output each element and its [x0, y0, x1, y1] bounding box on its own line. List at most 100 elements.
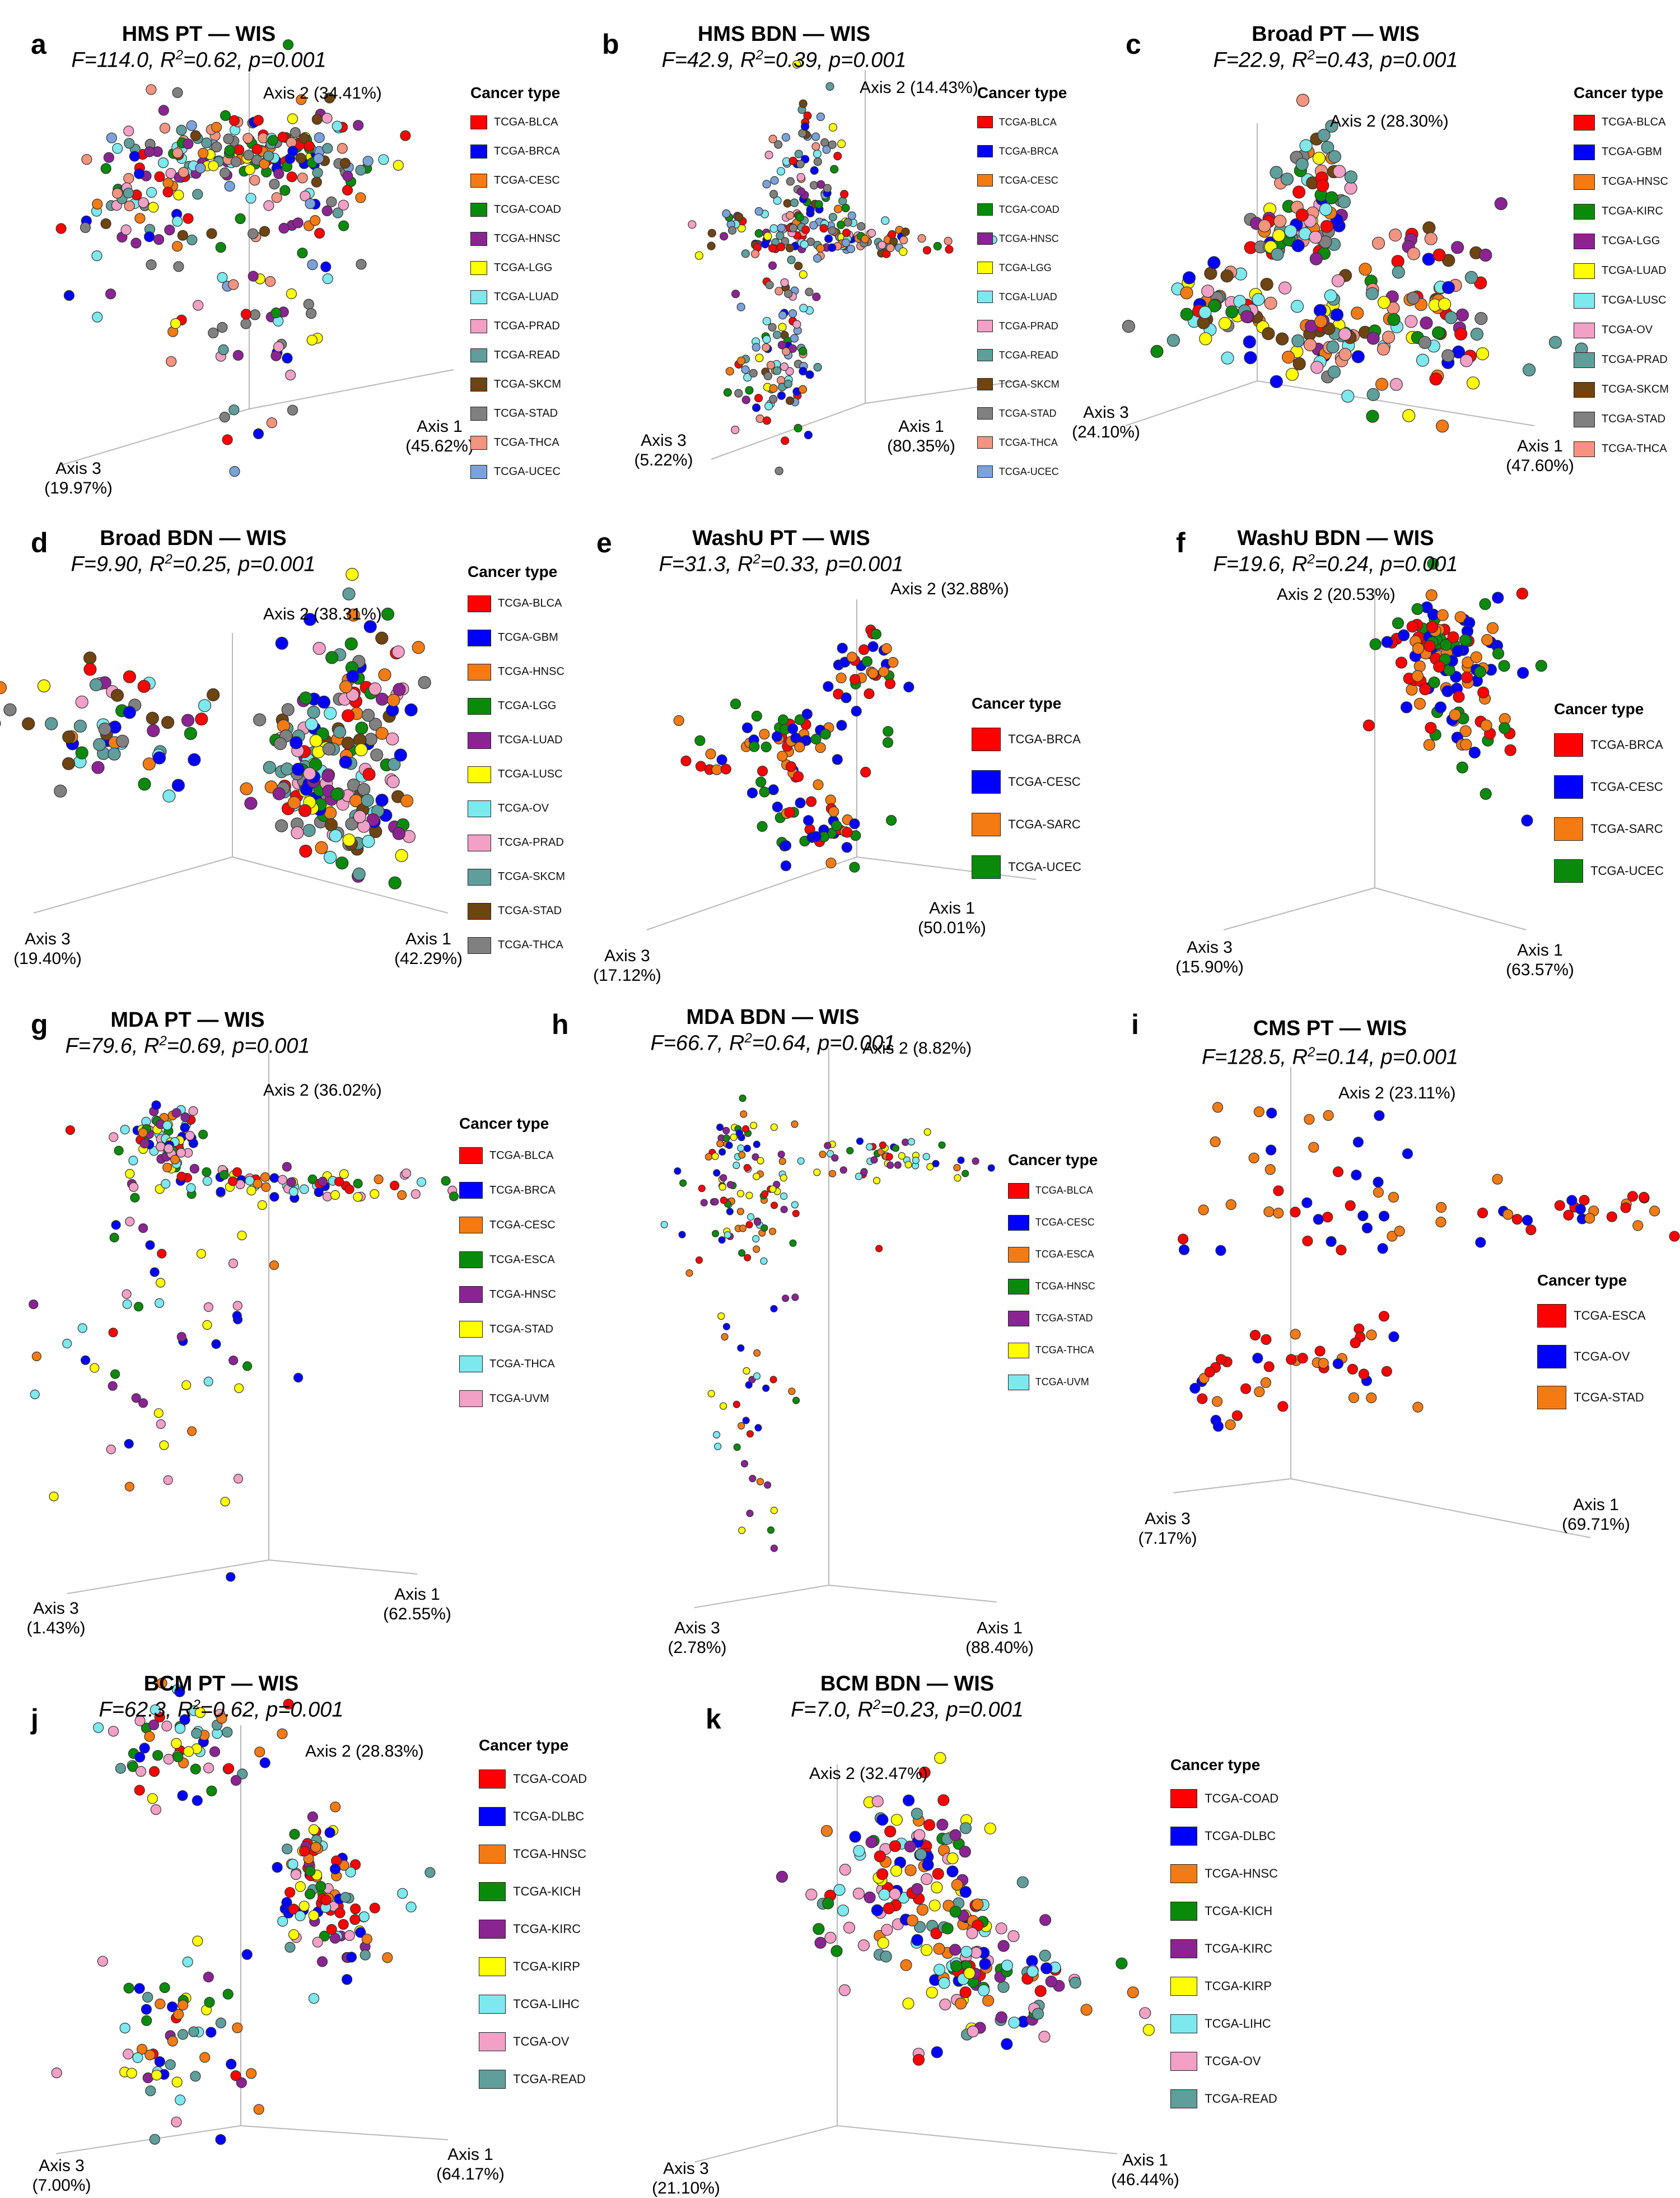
data-point	[1469, 747, 1480, 758]
data-point	[1333, 165, 1346, 178]
data-point	[1388, 313, 1400, 325]
data-point	[1273, 1208, 1284, 1218]
data-point	[160, 1983, 170, 1993]
data-point	[752, 250, 759, 258]
data-point	[321, 1895, 331, 1905]
data-point	[1273, 1186, 1284, 1196]
data-point	[1427, 622, 1438, 633]
data-point	[1244, 352, 1257, 364]
data-point	[160, 1441, 169, 1450]
legend-item: TCGA-BRCA	[1554, 724, 1664, 766]
data-point	[1001, 2038, 1012, 2050]
data-point	[1210, 1137, 1220, 1147]
data-point	[1505, 744, 1516, 756]
stat-r2-p: =0.62, p=0.001	[200, 1698, 344, 1722]
data-point	[1362, 1223, 1372, 1233]
data-point	[212, 1340, 221, 1349]
data-point	[945, 245, 953, 253]
axis1-label-pct: (69.71%)	[1546, 1515, 1646, 1535]
stat-r2-p: =0.24, p=0.001	[1315, 553, 1458, 576]
data-point	[212, 142, 222, 152]
data-point	[174, 190, 184, 200]
data-point	[307, 260, 318, 270]
data-point	[1342, 390, 1354, 402]
legend-item: TCGA-LGG	[470, 253, 561, 282]
legend-item: TCGA-CESC	[972, 761, 1081, 803]
data-point	[719, 1184, 726, 1190]
data-point	[769, 395, 777, 403]
legend-item: TCGA-BLCA	[459, 1138, 556, 1173]
data-point	[978, 1985, 990, 1996]
data-point	[1621, 1203, 1631, 1213]
data-point	[731, 699, 741, 709]
data-point	[1403, 409, 1415, 422]
data-point	[777, 243, 785, 251]
data-point	[749, 1475, 756, 1482]
data-point	[834, 1884, 845, 1896]
data-point	[777, 167, 785, 175]
data-point	[850, 674, 860, 684]
legend-item: TCGA-THCA	[1574, 434, 1669, 464]
data-point	[323, 143, 333, 153]
axis2-label-g: Axis 2 (36.02%)	[263, 1081, 382, 1101]
data-point	[322, 113, 332, 123]
data-point	[917, 1904, 928, 1915]
points-e	[674, 625, 914, 873]
data-point	[770, 225, 778, 232]
data-point	[1373, 237, 1385, 249]
data-point	[253, 1179, 262, 1188]
data-point	[146, 2086, 156, 2096]
data-point	[758, 766, 768, 776]
axis3-label-pct: (19.97%)	[28, 479, 129, 499]
legend-label: TCGA-PRAD	[1602, 353, 1668, 366]
data-point	[1033, 2008, 1044, 2019]
data-point	[133, 2053, 143, 2063]
data-point	[929, 1900, 940, 1911]
data-point	[781, 1206, 787, 1213]
data-point	[353, 811, 366, 823]
legend-label: TCGA-UCEC	[1590, 864, 1664, 878]
data-point	[288, 405, 298, 415]
panel-letter-h: h	[552, 1008, 569, 1041]
data-point	[1285, 225, 1297, 238]
data-point	[793, 320, 801, 328]
axis1-label-pct: (62.55%)	[367, 1605, 468, 1624]
data-point	[1495, 198, 1507, 210]
data-point	[743, 1125, 749, 1132]
data-point	[757, 1478, 764, 1485]
data-point	[52, 2068, 62, 2078]
data-point	[97, 1956, 108, 1966]
data-point	[795, 798, 805, 808]
legend-label: TCGA-HNSC	[1602, 175, 1668, 188]
data-point	[393, 160, 403, 170]
panel-title-f: WashU BDN — WIS	[1168, 527, 1504, 551]
legend-label: TCGA-HNSC	[494, 232, 561, 245]
axis-line-3	[1224, 888, 1375, 930]
data-point	[291, 827, 304, 839]
data-point	[106, 1445, 115, 1454]
data-point	[265, 277, 276, 287]
legend-swatch	[1170, 1789, 1197, 1808]
legend-item: TCGA-HNSC	[1574, 167, 1669, 197]
data-point	[871, 1157, 878, 1163]
data-point	[790, 224, 797, 232]
data-point	[834, 205, 842, 213]
data-point	[829, 1170, 836, 1177]
data-point	[731, 426, 739, 434]
data-point	[1389, 229, 1402, 241]
data-point	[1435, 702, 1446, 713]
legend-item: TCGA-CESC	[459, 1208, 556, 1242]
legend-item: TCGA-LUSC	[1574, 286, 1669, 315]
data-point	[861, 1168, 867, 1175]
data-point	[356, 165, 366, 175]
data-point	[99, 723, 111, 735]
data-point	[876, 1245, 883, 1252]
data-point	[762, 343, 770, 351]
data-point	[141, 2004, 151, 2014]
data-point	[153, 1750, 163, 1761]
legend-swatch	[1008, 1311, 1029, 1326]
data-point	[790, 1240, 796, 1246]
data-point	[705, 1153, 712, 1160]
data-point	[916, 1849, 927, 1860]
data-point	[1434, 661, 1445, 672]
